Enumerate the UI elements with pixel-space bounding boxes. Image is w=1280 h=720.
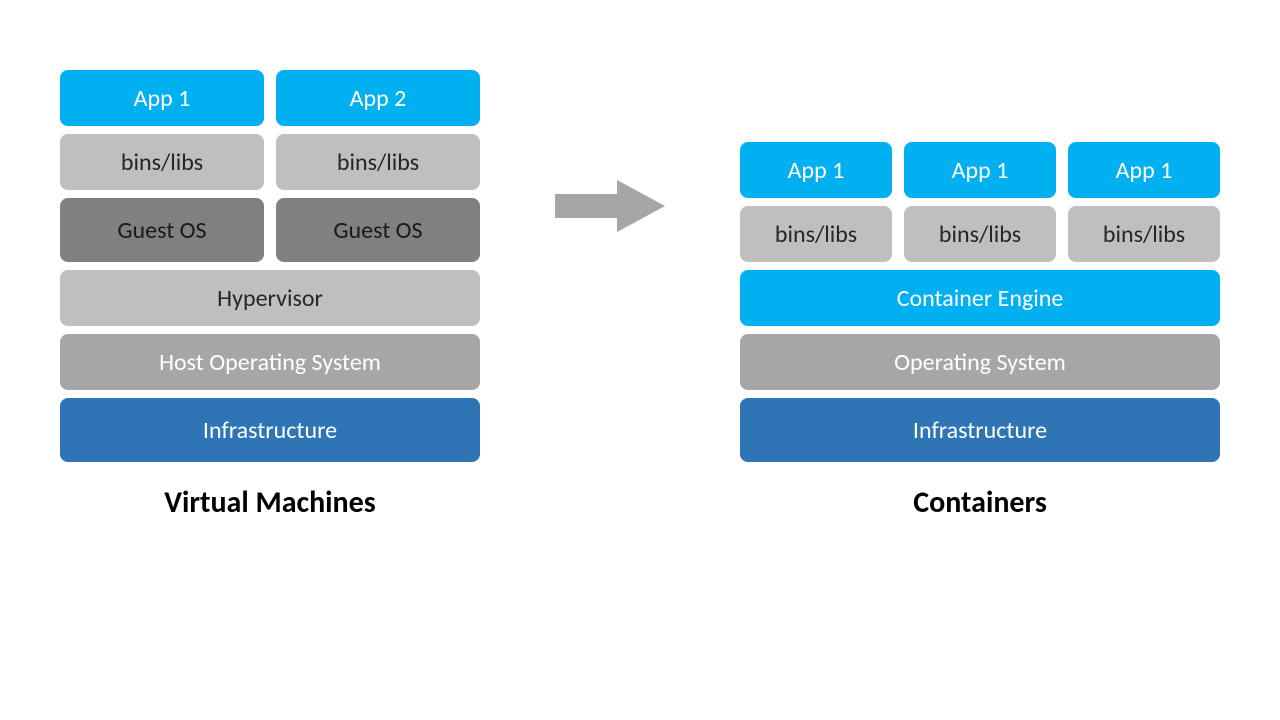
ct-app-box: App 1 — [904, 142, 1056, 198]
ct-app-box: App 1 — [740, 142, 892, 198]
vm-guestos-box: Guest OS — [276, 198, 480, 262]
ct-engine-box: Container Engine — [740, 270, 1220, 326]
vm-bins-row: bins/libs bins/libs — [60, 134, 480, 190]
ct-infra-box: Infrastructure — [740, 398, 1220, 462]
ct-bins-row: bins/libs bins/libs bins/libs — [740, 206, 1220, 262]
vm-bins-box: bins/libs — [276, 134, 480, 190]
vm-app-box: App 2 — [276, 70, 480, 126]
vm-infra-box: Infrastructure — [60, 398, 480, 462]
arrow-icon — [555, 176, 665, 236]
vm-hypervisor-box: Hypervisor — [60, 270, 480, 326]
vm-hypervisor-row: Hypervisor — [60, 270, 480, 326]
vm-infra-row: Infrastructure — [60, 398, 480, 462]
ct-bins-box: bins/libs — [1068, 206, 1220, 262]
ct-os-row: Operating System — [740, 334, 1220, 390]
vm-title: Virtual Machines — [164, 484, 375, 521]
vm-bins-box: bins/libs — [60, 134, 264, 190]
ct-infra-row: Infrastructure — [740, 398, 1220, 462]
ct-engine-row: Container Engine — [740, 270, 1220, 326]
ct-title: Containers — [913, 484, 1047, 521]
ct-layers: App 1 App 1 App 1 bins/libs bins/libs bi… — [740, 142, 1220, 462]
ct-os-box: Operating System — [740, 334, 1220, 390]
vm-hostos-box: Host Operating System — [60, 334, 480, 390]
ct-app-box: App 1 — [1068, 142, 1220, 198]
containers-stack: App 1 App 1 App 1 bins/libs bins/libs bi… — [740, 142, 1220, 521]
vm-vs-containers-diagram: App 1 App 2 bins/libs bins/libs Guest OS… — [60, 70, 1220, 521]
vm-stack: App 1 App 2 bins/libs bins/libs Guest OS… — [60, 70, 480, 521]
ct-bins-box: bins/libs — [904, 206, 1056, 262]
vm-apps-row: App 1 App 2 — [60, 70, 480, 126]
vm-app-box: App 1 — [60, 70, 264, 126]
vm-hostos-row: Host Operating System — [60, 334, 480, 390]
ct-apps-row: App 1 App 1 App 1 — [740, 142, 1220, 198]
vm-guestos-row: Guest OS Guest OS — [60, 198, 480, 262]
ct-bins-box: bins/libs — [740, 206, 892, 262]
vm-layers: App 1 App 2 bins/libs bins/libs Guest OS… — [60, 70, 480, 462]
arrow-shape — [555, 180, 665, 232]
vm-guestos-box: Guest OS — [60, 198, 264, 262]
